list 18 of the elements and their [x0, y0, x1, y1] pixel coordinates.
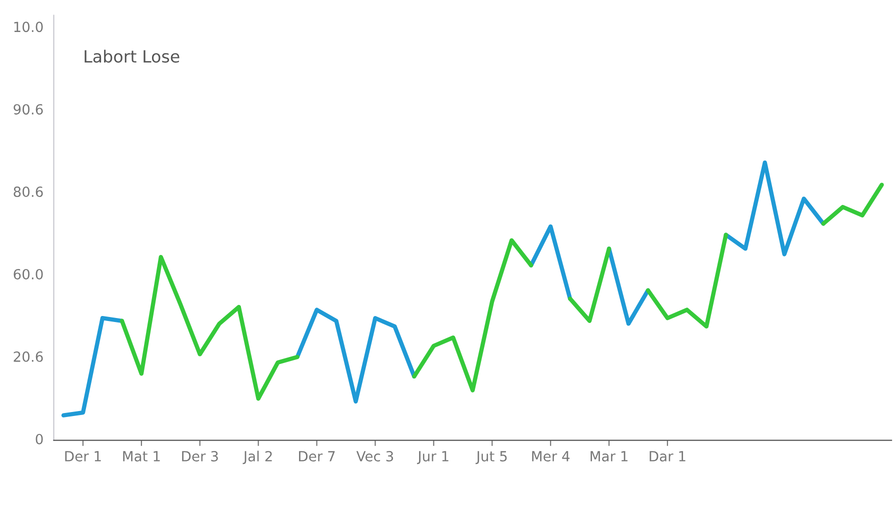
- x-tick-label: Mer 4: [532, 451, 570, 462]
- text: 20.6: [14, 351, 43, 362]
- text: 60.0: [14, 268, 43, 280]
- x-tick-label: Der 7: [299, 451, 335, 462]
- x-tick-label: Jut 5: [476, 451, 507, 464]
- x-tick-label: Jur 1: [417, 451, 448, 464]
- x-tick-label: Jal 2: [242, 450, 272, 464]
- x-tick-label: Der 1: [65, 451, 101, 462]
- text: 80.6: [14, 186, 43, 198]
- x-tick-label: Mat 1: [123, 451, 160, 462]
- x-tick-label: Vec 3: [356, 450, 394, 462]
- x-tick-label: Mar 1: [590, 451, 628, 462]
- x-tick-label: Dar 1: [650, 451, 686, 462]
- text: 10.0: [14, 22, 43, 32]
- x-tick-label: Der 3: [182, 450, 218, 462]
- text: 90.6: [14, 104, 43, 115]
- chart-title: Labort Lose: [84, 50, 180, 63]
- text: 0: [36, 434, 43, 444]
